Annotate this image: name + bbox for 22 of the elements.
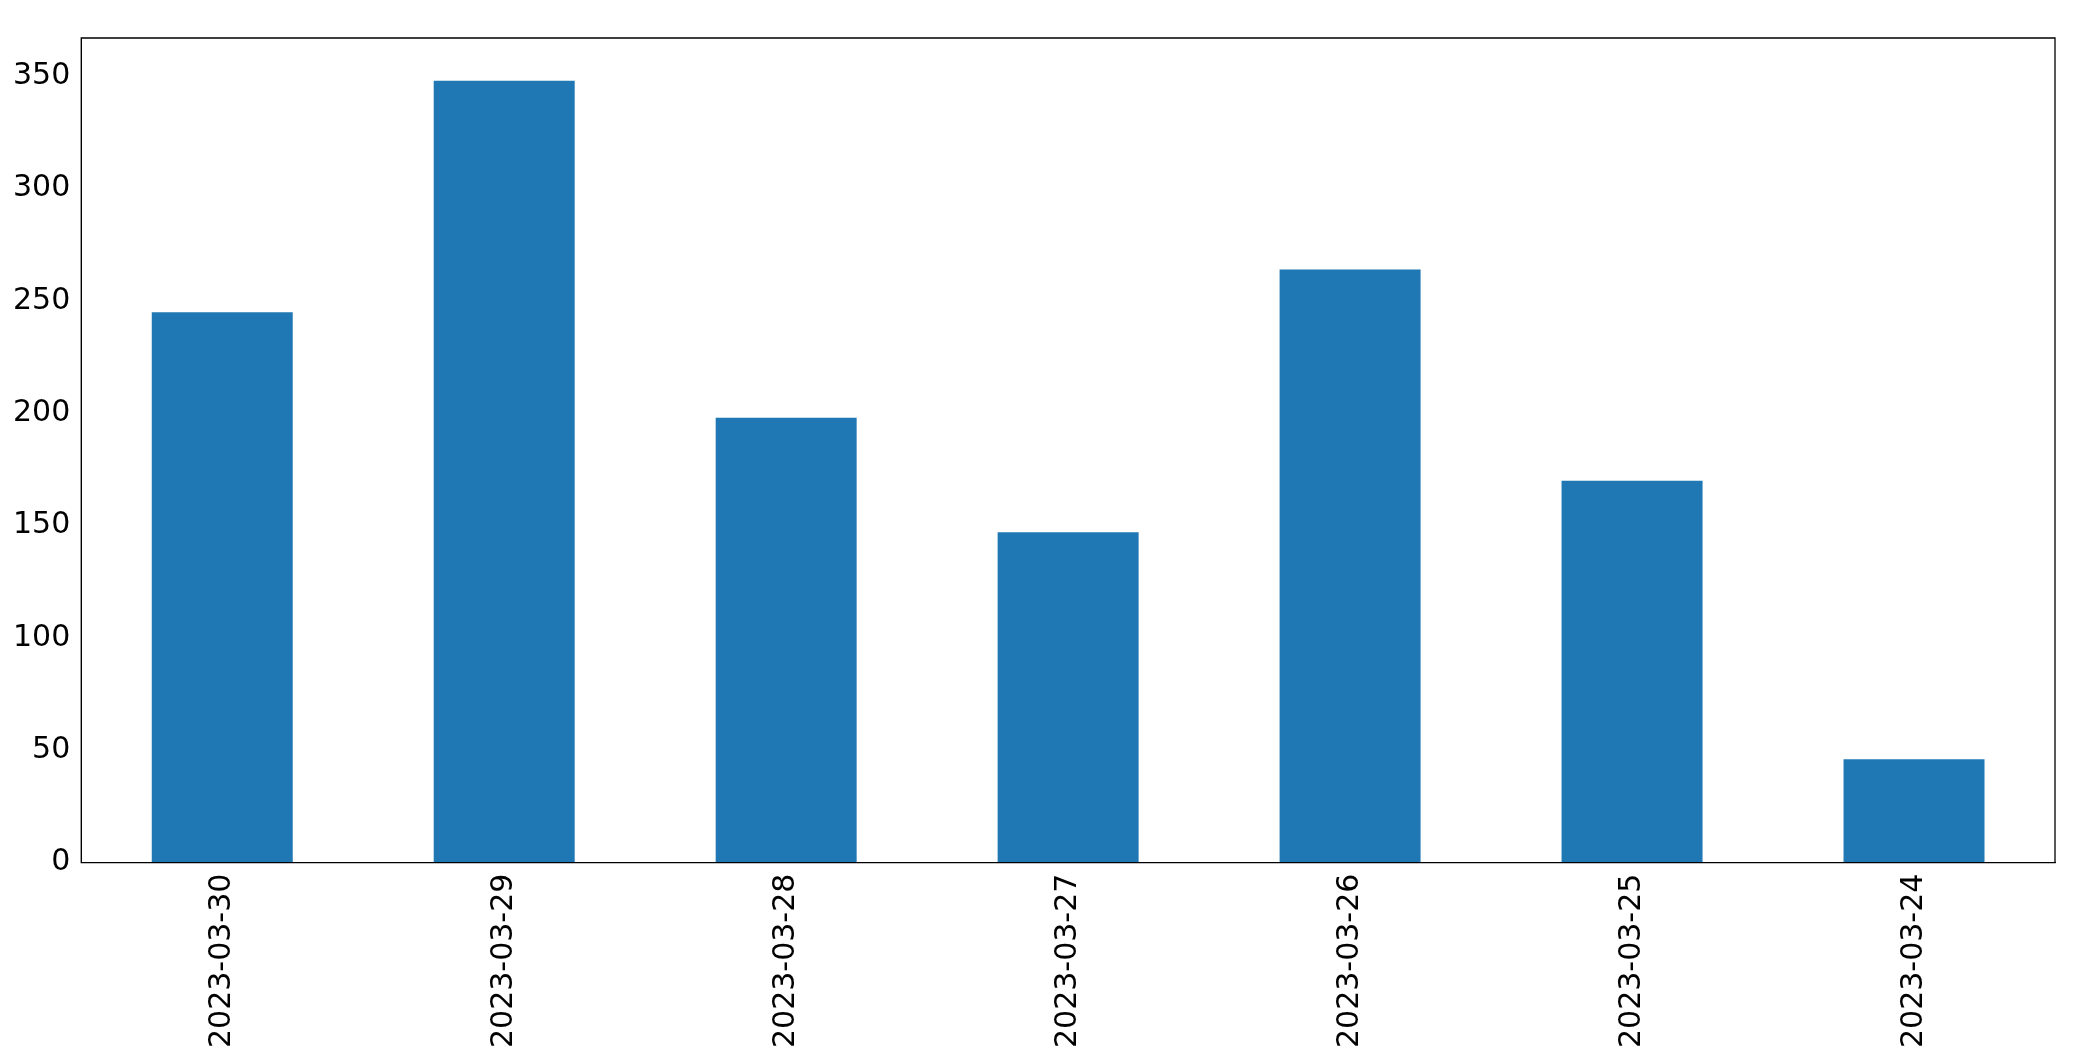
y-tick-label: 300 — [13, 168, 71, 204]
x-tick-label: 2023-03-25 — [1611, 873, 1647, 1049]
bar — [433, 80, 575, 863]
y-tick-label: 200 — [13, 393, 71, 429]
y-tick-label: 100 — [13, 617, 71, 653]
x-tick-label: 2023-03-28 — [765, 873, 801, 1049]
bar — [1561, 480, 1703, 863]
x-tick-label: 2023-03-27 — [1047, 873, 1083, 1049]
bar — [1279, 269, 1421, 863]
x-tick-label: 2023-03-26 — [1329, 873, 1365, 1049]
bar — [151, 312, 293, 863]
bar — [1843, 759, 1985, 863]
y-tick-label: 50 — [32, 730, 71, 766]
y-tick-label: 0 — [51, 842, 71, 878]
x-tick-label: 2023-03-24 — [1893, 873, 1929, 1049]
bar — [715, 417, 857, 863]
y-tick-label: 350 — [13, 56, 71, 91]
x-tick-label: 2023-03-30 — [202, 873, 238, 1049]
y-tick-label: 150 — [13, 505, 71, 541]
x-tick-label: 2023-03-29 — [484, 873, 519, 1049]
y-tick-label: 250 — [13, 280, 71, 316]
bar — [997, 532, 1139, 863]
